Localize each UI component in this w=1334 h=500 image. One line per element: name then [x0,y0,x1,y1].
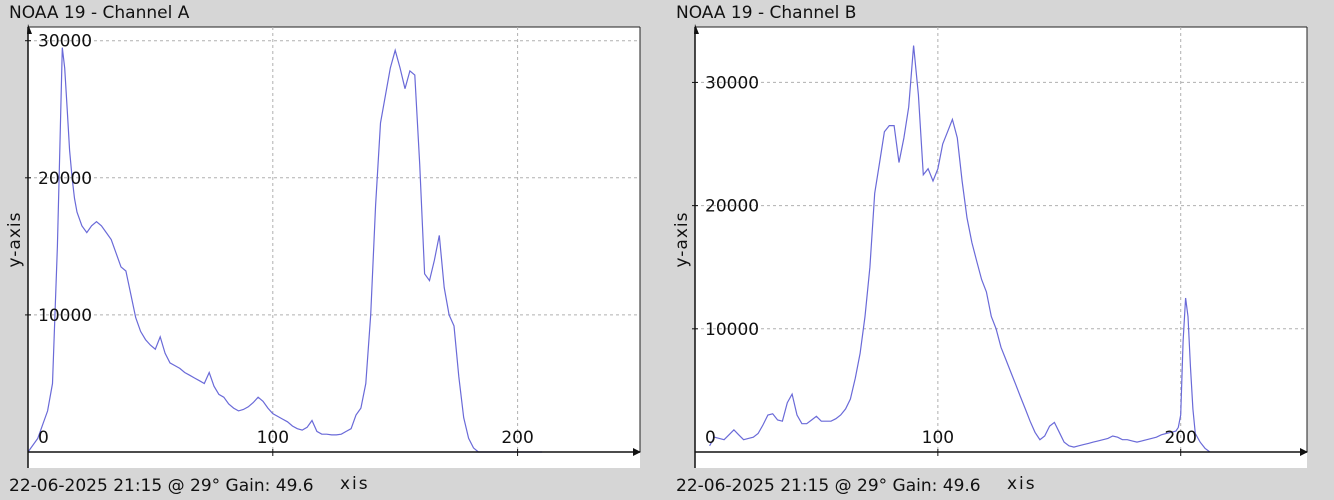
y-axis-arrow [27,24,32,34]
x-axis-arrow [633,448,641,456]
plot-area [695,27,1307,468]
y-tick-label: 10000 [38,306,92,326]
chart-plot-channel-a: 10000 20000 30000 0 100 200 y-axis [5,24,641,468]
footer-info: 22-06-2025 21:15 @ 29° Gain: 49.6 [676,476,981,496]
chart-panel-channel-a: NOAA 19 - Channel A 10000 20000 30000 0 100 2… [0,3,665,500]
x-axis-arrow [1300,448,1308,456]
chart-footer: 22-06-2025 21:15 @ 29° Gain: 49.6 xis [0,474,665,500]
x-tick-label: 200 [501,428,533,448]
y-axis-label: y-axis [5,212,25,268]
y-tick-label: 20000 [38,169,92,189]
chart-plot-channel-b: 10000 20000 30000 0 100 200 y-axis [672,24,1308,468]
chart-footer: 22-06-2025 21:15 @ 29° Gain: 49.6 xis [667,474,1332,500]
y-tick-label: 20000 [705,197,759,217]
y-axis-arrow [694,24,699,34]
y-axis-label: y-axis [672,212,692,268]
x-axis-label: xis [1007,474,1037,494]
x-tick-label: 100 [922,428,954,448]
x-tick-label: 200 [1164,428,1196,448]
chart-panel-channel-b: NOAA 19 - Channel B 10000 20000 30000 0 100 2… [667,0,1334,500]
x-tick-label: 0 [38,428,49,448]
x-tick-label: 0 [705,428,716,448]
x-tick-label: 100 [257,428,289,448]
x-axis-label: xis [340,474,370,494]
plot-area [28,27,640,468]
chart-title: NOAA 19 - Channel B [676,3,857,23]
y-tick-label: 30000 [705,73,759,93]
y-tick-label: 30000 [38,32,92,52]
series-line [27,47,543,453]
footer-info: 22-06-2025 21:15 @ 29° Gain: 49.6 [9,476,314,496]
series-line [709,45,1211,453]
chart-title: NOAA 19 - Channel A [9,3,190,23]
y-tick-label: 10000 [705,320,759,340]
